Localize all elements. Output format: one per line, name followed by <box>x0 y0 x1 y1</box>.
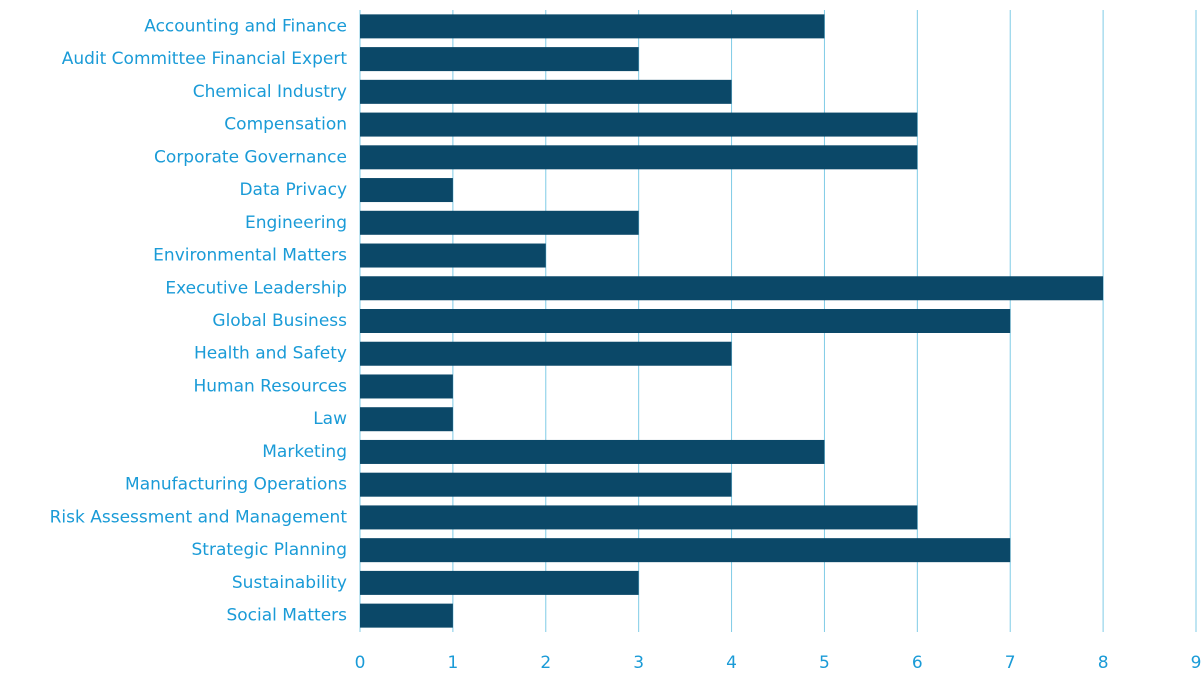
bar <box>360 341 732 366</box>
y-tick-label: Law <box>313 409 347 429</box>
bar <box>360 79 732 104</box>
bar <box>360 309 1011 333</box>
y-tick-label: Human Resources <box>193 376 347 396</box>
x-tick-label: 0 <box>355 653 366 673</box>
x-tick-label: 5 <box>819 653 830 673</box>
x-tick-label: 3 <box>633 653 644 673</box>
y-tick-label: Manufacturing Operations <box>125 475 347 495</box>
y-tick-label: Executive Leadership <box>165 278 347 298</box>
y-tick-label: Social Matters <box>226 606 347 626</box>
y-tick-label: Data Privacy <box>239 180 347 200</box>
x-tick-label: 1 <box>447 653 458 673</box>
bar <box>360 603 453 628</box>
y-tick-label: Marketing <box>262 442 347 462</box>
y-tick-label: Engineering <box>245 213 347 233</box>
bar <box>360 276 1104 301</box>
x-tick-label: 6 <box>912 653 923 673</box>
y-tick-label: Global Business <box>212 311 347 331</box>
y-tick-label: Health and Safety <box>194 344 347 364</box>
x-tick-label: 4 <box>726 653 737 673</box>
x-tick-label: 9 <box>1191 653 1202 673</box>
bar <box>360 472 732 497</box>
bar <box>360 570 639 595</box>
bar <box>360 243 546 268</box>
bar <box>360 407 453 432</box>
y-tick-label: Audit Committee Financial Expert <box>62 49 348 69</box>
y-tick-label: Risk Assessment and Management <box>50 507 348 527</box>
y-tick-label: Compensation <box>224 115 347 135</box>
bar <box>360 374 453 399</box>
bar <box>360 210 639 235</box>
bar <box>360 145 918 170</box>
x-tick-label: 2 <box>540 653 551 673</box>
bar <box>360 505 918 530</box>
bar <box>360 14 825 39</box>
y-tick-label: Sustainability <box>232 573 347 593</box>
bar <box>360 538 1011 563</box>
x-tick-label: 7 <box>1005 653 1016 673</box>
bar <box>360 47 639 72</box>
y-tick-label: Chemical Industry <box>193 82 347 102</box>
bar <box>360 178 453 203</box>
y-tick-label: Environmental Matters <box>153 246 347 266</box>
y-tick-label: Corporate Governance <box>154 147 347 167</box>
y-tick-label: Strategic Planning <box>192 540 347 560</box>
bar <box>360 112 918 137</box>
bar <box>360 439 825 464</box>
y-tick-label: Accounting and Finance <box>144 16 347 36</box>
x-tick-label: 8 <box>1098 653 1109 673</box>
